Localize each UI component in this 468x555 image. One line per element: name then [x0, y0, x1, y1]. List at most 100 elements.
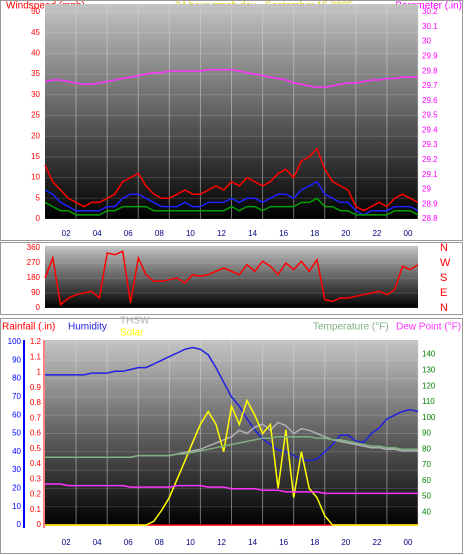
series-line [45, 398, 418, 526]
x-tick-label: 06 [124, 229, 133, 238]
y-tick-label: 50 [12, 429, 21, 438]
y-tick-label: 100 [8, 337, 22, 346]
y-tick-label: 90 [31, 288, 40, 297]
y3-tick-label: 1.2 [30, 337, 42, 346]
x-tick-label: 04 [93, 538, 102, 547]
legend-entry: Temperature (°F) [313, 322, 389, 333]
y2-tick-label: 29.4 [422, 125, 438, 134]
x-tick-label: 20 [341, 538, 350, 547]
series-line [44, 250, 419, 307]
y-tick-label: 270 [27, 258, 41, 267]
y2-tick-label: 29 [422, 185, 431, 194]
series-line [45, 483, 418, 495]
x-tick-label: 06 [124, 538, 133, 547]
y2-tick-label: W [440, 257, 451, 269]
y-tick-label: 40 [12, 447, 21, 456]
x-tick-label: 08 [155, 229, 164, 238]
x-tick-label: 00 [404, 229, 413, 238]
y2-tick-label: 29.1 [422, 170, 438, 179]
y3-tick-label: 0.1 [30, 505, 42, 514]
y-tick-label: 5 [36, 193, 41, 202]
x-tick-label: 18 [310, 229, 319, 238]
y-tick-label: 10 [12, 502, 21, 511]
y3-tick-label: 0.9 [30, 383, 42, 392]
y-tick-label: 35 [31, 69, 40, 78]
y-tick-label: 20 [31, 131, 40, 140]
y2-tick-label: 70 [422, 460, 431, 469]
x-tick-label: 22 [372, 229, 381, 238]
y2-tick-label: 80 [422, 444, 431, 453]
y2-tick-label: 120 [422, 381, 436, 390]
y3-tick-label: 1 [37, 368, 42, 377]
y3-tick-label: 0.2 [30, 490, 42, 499]
panel-frame [0, 318, 463, 554]
series-line [44, 180, 419, 216]
y3-tick-label: 0.6 [30, 429, 42, 438]
legend-entry: Humidity [68, 322, 107, 333]
panel-frame [0, 0, 463, 241]
x-tick-label: 18 [310, 538, 319, 547]
y2-tick-label: 50 [422, 492, 431, 501]
y3-tick-label: 0.3 [30, 474, 42, 483]
x-tick-label: 10 [186, 538, 195, 547]
y-tick-label: 0 [36, 303, 41, 312]
y3-tick-label: 0.8 [30, 398, 42, 407]
y2-tick-label: E [440, 287, 447, 299]
y-tick-label: 90 [12, 355, 21, 364]
y-tick-label: 360 [27, 243, 41, 252]
y-tick-label: 70 [12, 392, 21, 401]
y3-tick-label: 0.7 [30, 413, 42, 422]
y2-tick-label: 30 [422, 37, 431, 46]
series-line [44, 147, 419, 212]
y2-tick-label: 28.8 [422, 214, 438, 223]
y-tick-label: 25 [31, 111, 40, 120]
y-tick-label: 30 [31, 90, 40, 99]
x-tick-label: 14 [248, 538, 257, 547]
y-tick-label: 15 [31, 152, 40, 161]
x-tick-label: 20 [341, 229, 350, 238]
y2-tick-label: 90 [422, 429, 431, 438]
y-tick-label: 10 [31, 173, 40, 182]
y2-tick-label: 29.3 [422, 140, 438, 149]
panel-frame [0, 242, 463, 315]
y3-tick-label: 1.1 [30, 352, 42, 361]
y2-tick-label: 140 [422, 350, 436, 359]
y2-tick-label: 130 [422, 366, 436, 375]
x-tick-label: 16 [279, 229, 288, 238]
legend: Rainfall (.in) Humidity THSW Solar Tempe… [2, 316, 461, 339]
y-tick-label: 50 [31, 7, 40, 16]
series-line [45, 346, 419, 462]
y2-tick-label: 29.8 [422, 66, 438, 75]
y2-tick-label: 100 [422, 413, 436, 422]
y2-tick-label: 29.5 [422, 111, 438, 120]
x-tick-label: 22 [372, 538, 381, 547]
series-line [45, 435, 418, 458]
y-tick-label: 30 [12, 465, 21, 474]
legend-entry: Solar [120, 328, 144, 339]
x-tick-label: 02 [62, 229, 71, 238]
legend-entry: THSW [120, 316, 150, 327]
series-line [44, 68, 418, 89]
y-tick-label: 45 [31, 28, 40, 37]
series-line [44, 197, 419, 216]
y3-tick-label: 0.4 [30, 459, 42, 468]
y2-tick-label: 30.1 [422, 22, 438, 31]
y2-tick-label: 29.6 [422, 96, 438, 105]
y2-tick-label: 40 [422, 507, 431, 516]
y-tick-label: 40 [31, 49, 40, 58]
y2-tick-label: 60 [422, 476, 431, 485]
y-tick-label: 0 [36, 214, 41, 223]
x-tick-label: 16 [279, 538, 288, 547]
x-tick-label: 00 [404, 538, 413, 547]
x-tick-label: 12 [217, 538, 226, 547]
y2-tick-label: N [440, 242, 448, 254]
y-tick-label: 20 [12, 484, 21, 493]
y3-tick-label: 0 [37, 520, 42, 529]
y2-tick-label: 29.7 [422, 81, 438, 90]
y-tick-label: 180 [27, 273, 41, 282]
y2-tick-label: 30.2 [422, 7, 438, 16]
plot-background [45, 246, 418, 308]
legend-entry: Rainfall (.in) [2, 322, 55, 333]
y-tick-label: 80 [12, 374, 21, 383]
x-tick-label: 08 [155, 538, 164, 547]
